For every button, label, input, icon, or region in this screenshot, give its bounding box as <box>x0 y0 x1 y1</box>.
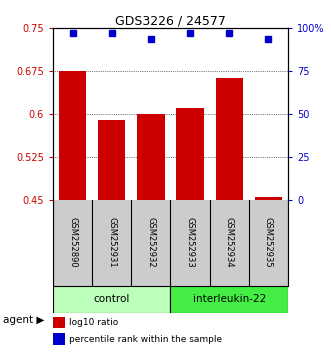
Text: agent ▶: agent ▶ <box>3 315 45 325</box>
Bar <box>98 120 125 200</box>
Text: log10 ratio: log10 ratio <box>70 318 118 327</box>
Bar <box>137 114 165 200</box>
Text: GSM252934: GSM252934 <box>225 217 234 268</box>
Bar <box>170 286 288 313</box>
Text: GSM252931: GSM252931 <box>107 217 116 268</box>
Text: control: control <box>94 295 130 304</box>
Bar <box>53 286 170 313</box>
Text: GSM252890: GSM252890 <box>68 217 77 268</box>
Text: percentile rank within the sample: percentile rank within the sample <box>70 335 222 344</box>
Bar <box>53 333 65 345</box>
Bar <box>59 71 86 200</box>
Bar <box>53 316 65 329</box>
Text: GSM252935: GSM252935 <box>264 217 273 268</box>
Bar <box>215 78 243 200</box>
Bar <box>255 197 282 200</box>
Title: GDS3226 / 24577: GDS3226 / 24577 <box>115 14 226 27</box>
Text: GSM252933: GSM252933 <box>186 217 195 268</box>
Text: GSM252932: GSM252932 <box>146 217 155 268</box>
Text: interleukin-22: interleukin-22 <box>193 295 266 304</box>
Bar <box>176 108 204 200</box>
